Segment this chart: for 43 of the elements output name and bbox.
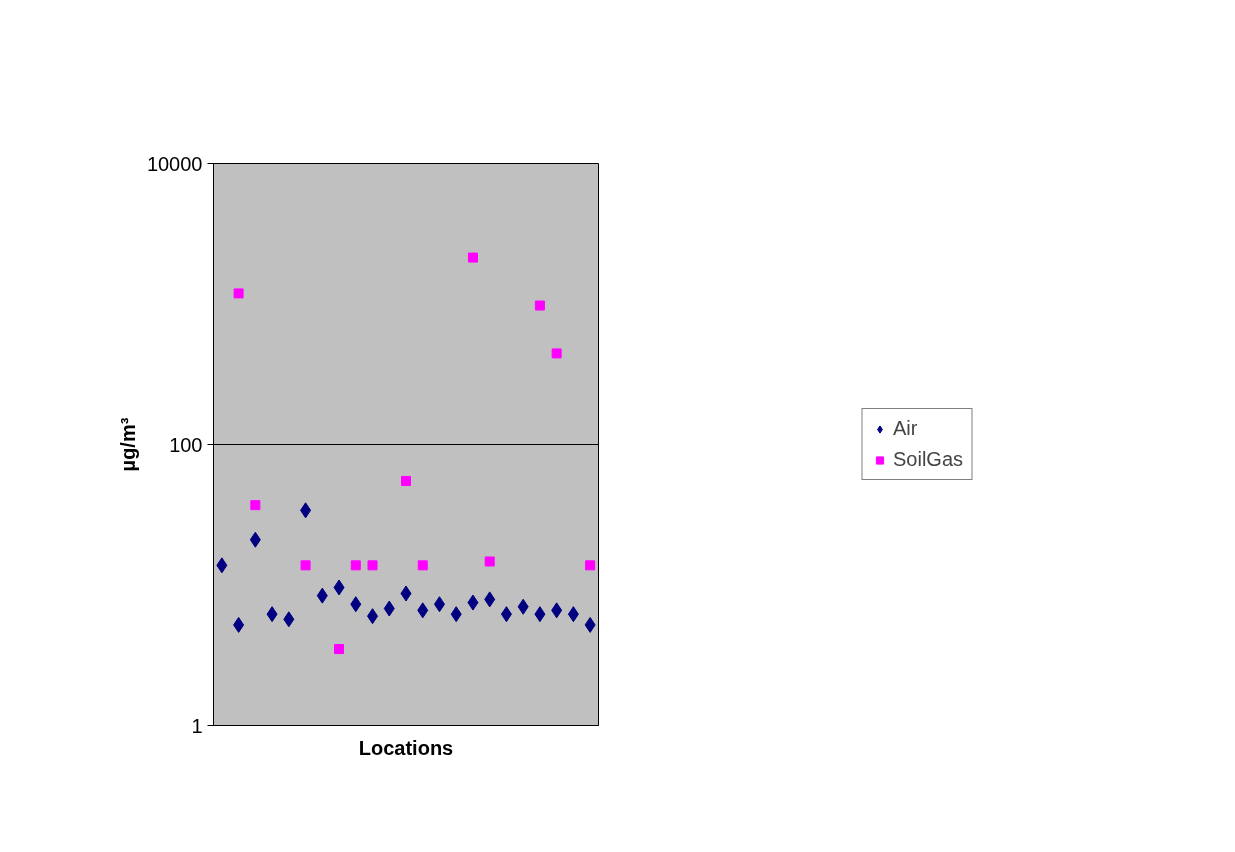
legend-label: SoilGas [892,448,964,471]
point [367,608,379,625]
point [534,606,546,623]
point [567,606,579,623]
point [266,606,278,623]
point [283,611,295,628]
point [534,300,545,311]
point [417,602,429,619]
point [250,500,261,511]
point [334,644,345,655]
point [350,560,361,571]
point [233,616,245,633]
legend-label: Air [892,417,918,440]
point [467,594,479,611]
point [333,579,345,596]
x-axis-title: Locations [358,736,454,759]
point [233,288,244,299]
point [585,560,596,571]
y-tick-label: 1 [191,714,203,737]
point [383,600,395,617]
point [401,475,411,486]
point [300,502,312,519]
point [300,560,311,571]
point [400,585,412,602]
point [450,606,462,623]
point [551,348,562,359]
point [551,602,563,619]
point [417,560,428,571]
point [517,598,529,615]
point [367,560,378,571]
point [584,616,596,633]
y-tick-label: 100 [169,433,203,456]
point [316,587,328,604]
point [433,596,445,613]
point [484,556,495,567]
point [500,606,512,623]
point [484,591,496,608]
point [216,557,228,574]
point [350,596,362,613]
y-tick-label: 10000 [146,152,203,175]
point [467,252,478,263]
point [249,531,261,548]
y-axis-title: µg/m³ [116,417,139,472]
